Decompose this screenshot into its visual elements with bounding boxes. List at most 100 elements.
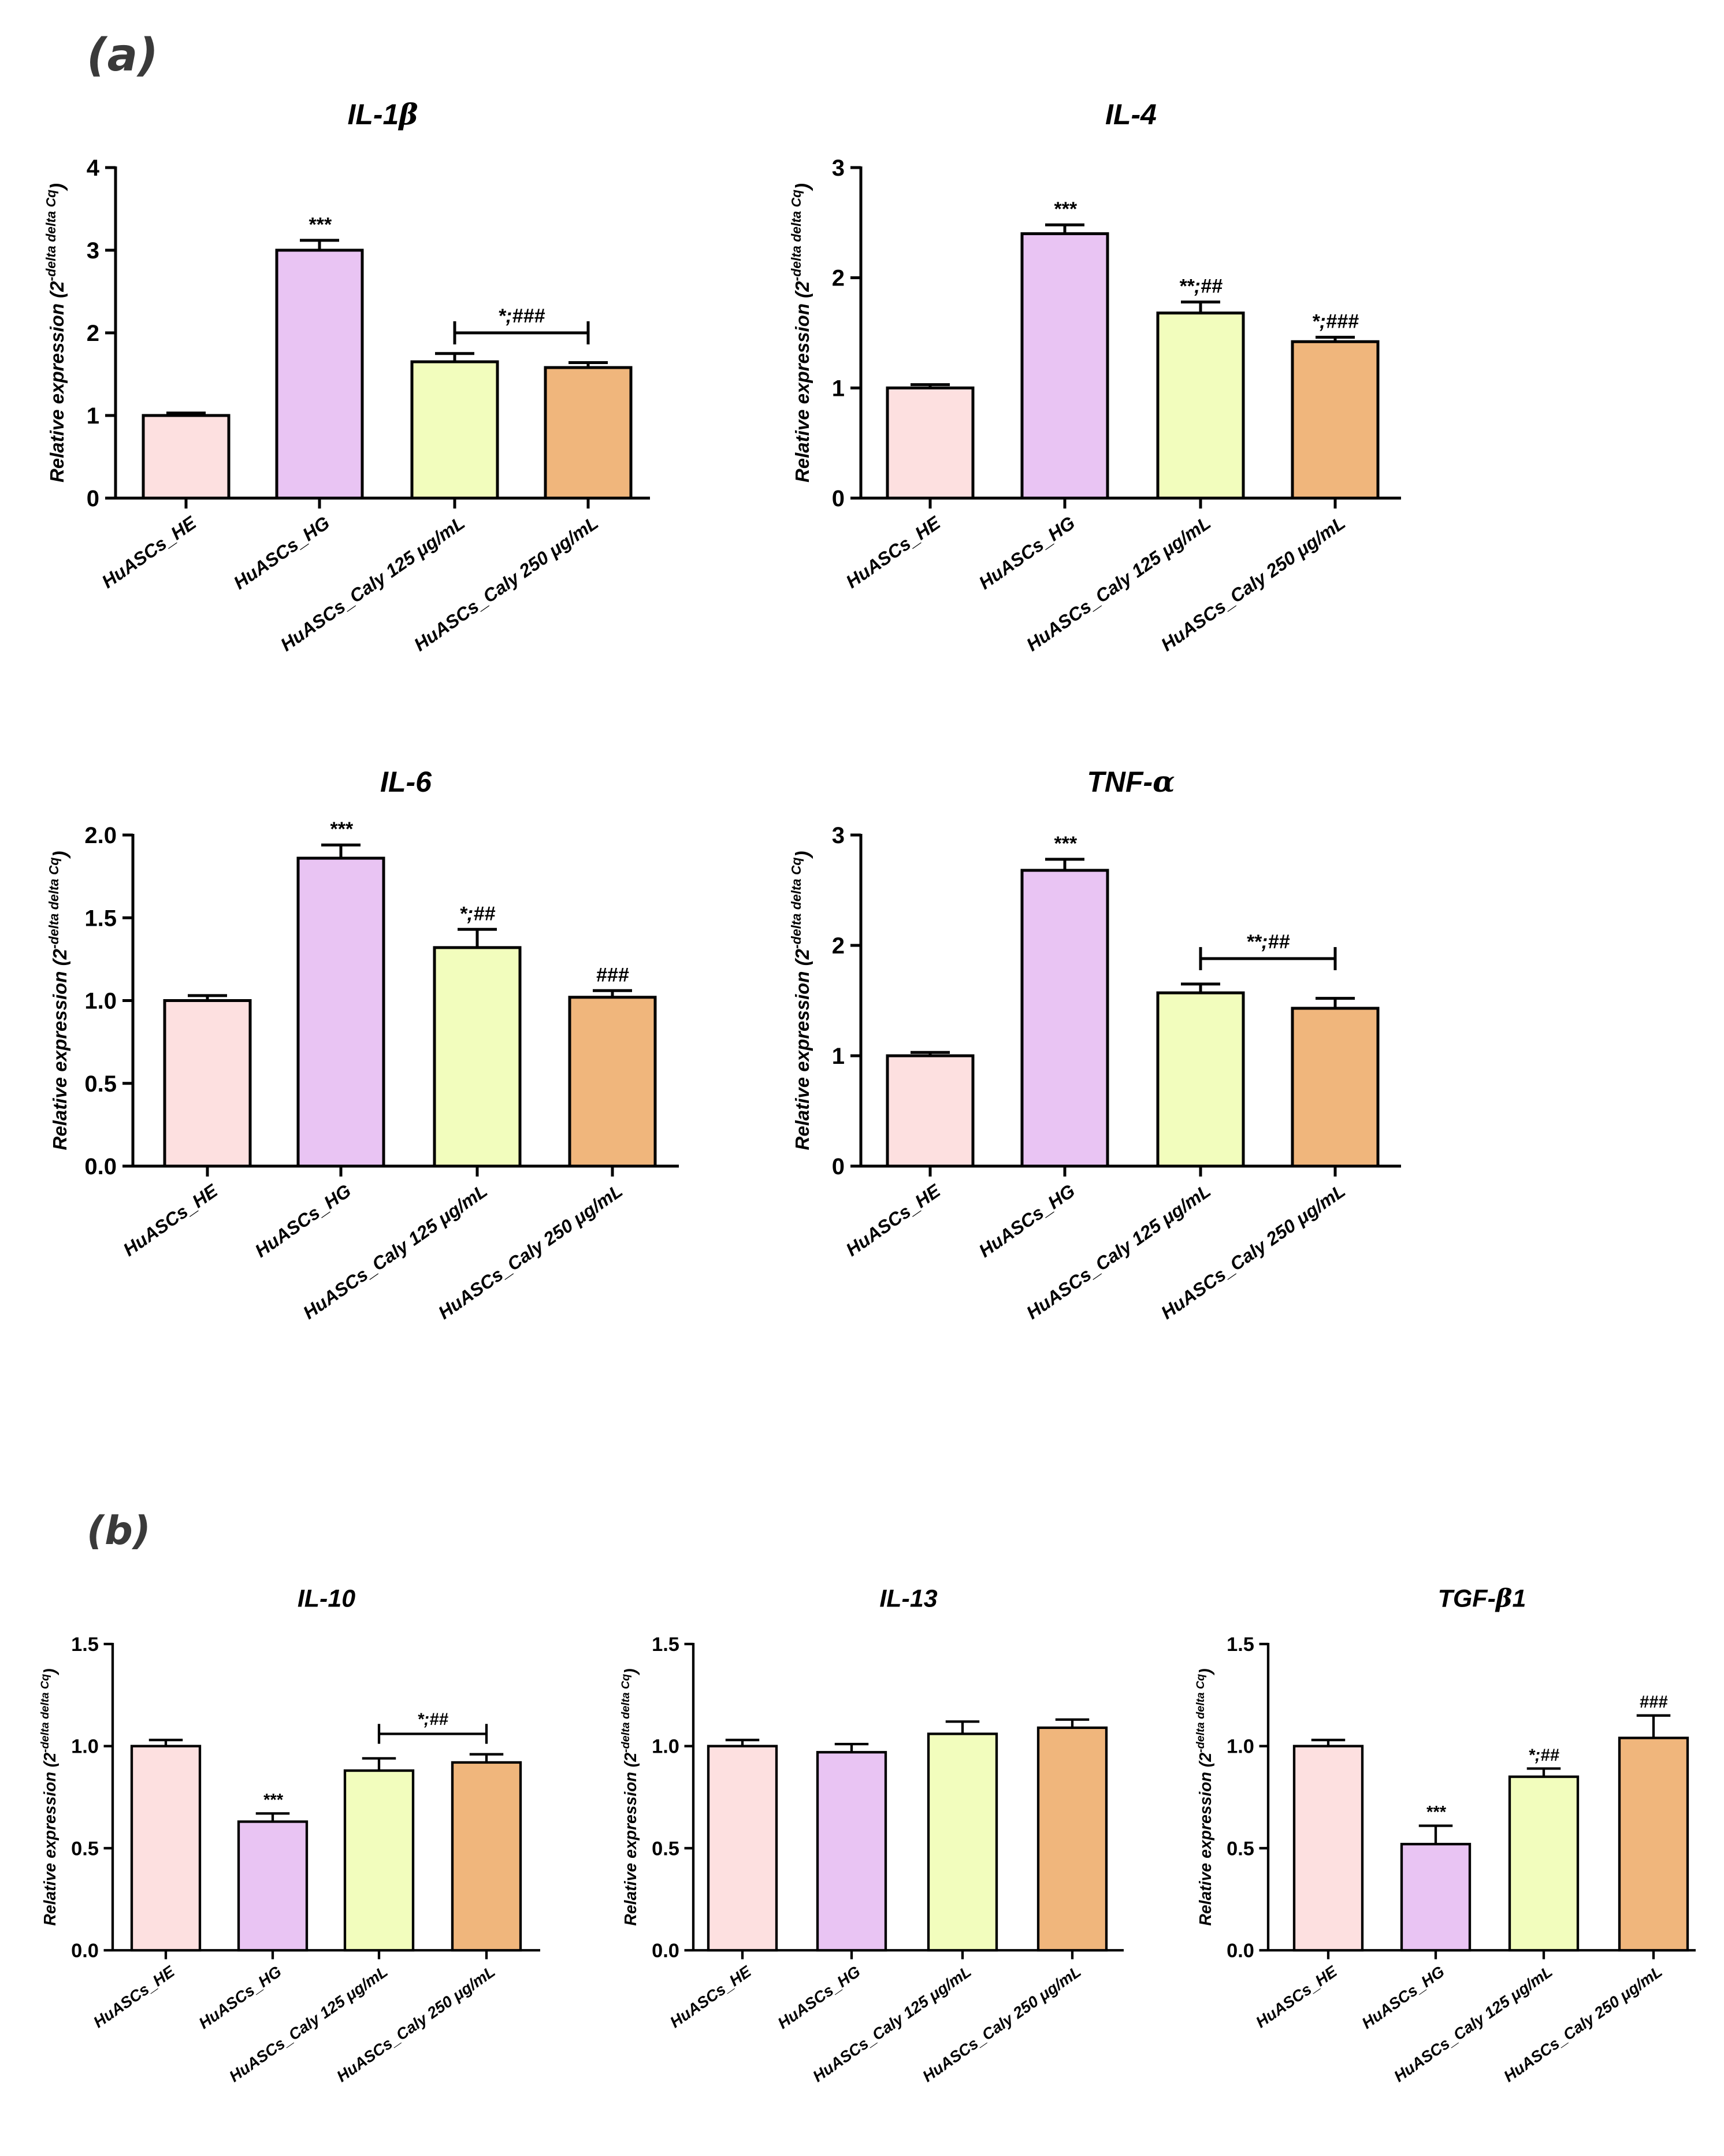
y-axis-title-end: ) <box>792 183 813 191</box>
y-axis-title-main: Relative expression (2 <box>792 948 813 1150</box>
y-tick-label: 4 <box>87 155 100 181</box>
bar <box>1292 1745 1364 1952</box>
y-tick-label: 1.0 <box>84 989 117 1014</box>
bar <box>707 1745 778 1952</box>
y-tick-label: 0.5 <box>84 1071 117 1097</box>
significance-label: *** <box>263 1791 284 1810</box>
chart-title: TGF-β1 <box>1438 1584 1526 1613</box>
y-tick-label: 0.5 <box>1227 1838 1254 1860</box>
bar <box>1020 869 1109 1168</box>
y-axis-title-main: Relative expression (2 <box>622 1753 640 1926</box>
chart-title-symbol: β <box>1495 1584 1513 1613</box>
bar <box>886 1054 975 1168</box>
bar <box>1291 1007 1380 1168</box>
y-axis-title-superscript: -delta delta Cq <box>43 190 58 281</box>
y-axis-title-superscript: -delta delta Cq <box>789 858 804 949</box>
significance-label: *** <box>308 214 332 236</box>
y-axis-title-superscript: -delta delta Cq <box>619 1674 632 1753</box>
y-axis-title-main: Relative expression (2 <box>792 281 813 483</box>
significance-label: *** <box>1053 833 1077 855</box>
bar <box>1508 1775 1580 1952</box>
panel-label-a: (a) <box>87 29 158 81</box>
y-tick-label: 0 <box>832 486 845 511</box>
bar <box>163 999 252 1168</box>
chart-title: TNF-α <box>1087 765 1175 799</box>
bar <box>1618 1736 1689 1952</box>
y-tick-label: 1 <box>87 403 99 429</box>
bar <box>130 1745 202 1952</box>
significance-label: *;### <box>1311 311 1358 333</box>
y-tick-label: 3 <box>832 823 845 848</box>
y-axis-title-end: ) <box>46 183 68 191</box>
significance-label: *** <box>329 818 353 840</box>
chart-title-symbol: β <box>397 97 418 131</box>
bracket-label: *;### <box>498 305 545 327</box>
y-axis-title-superscript: -delta delta Cq <box>46 858 61 949</box>
bracket-label: *;## <box>417 1710 448 1729</box>
y-tick-label: 0.0 <box>71 1940 99 1962</box>
chart-title-text: IL-1 <box>347 98 399 131</box>
bar <box>343 1769 415 1952</box>
bar <box>568 996 657 1168</box>
y-tick-label: 3 <box>87 238 99 264</box>
y-axis-title: Relative expression (2-delta delta Cq) <box>39 1668 60 1925</box>
y-tick-label: 1.0 <box>652 1736 679 1758</box>
chart-title-text: IL-10 <box>298 1585 355 1613</box>
significance-label: *** <box>1426 1804 1447 1822</box>
y-tick-label: 0.5 <box>71 1838 99 1860</box>
y-tick-label: 1.0 <box>1227 1736 1254 1758</box>
y-tick-label: 1.5 <box>1227 1634 1254 1656</box>
bar <box>1400 1843 1472 1952</box>
chart-title: IL-6 <box>380 766 432 798</box>
y-axis-title-superscript: -delta delta Cq <box>1194 1674 1207 1753</box>
y-tick-label: 3 <box>832 155 845 181</box>
y-tick-label: 1 <box>832 1044 845 1069</box>
y-tick-label: 0 <box>832 1154 845 1179</box>
bar <box>296 856 385 1168</box>
bar <box>237 1820 309 1952</box>
bar <box>1291 340 1380 500</box>
y-tick-label: 2 <box>87 321 99 346</box>
y-tick-label: 2 <box>832 933 845 959</box>
chart-title: IL-1β <box>347 97 418 131</box>
y-axis-title-main: Relative expression (2 <box>41 1753 60 1926</box>
y-axis-title-end: ) <box>1197 1668 1215 1675</box>
y-tick-label: 1.0 <box>71 1736 99 1758</box>
bar <box>1156 311 1245 500</box>
y-axis-title: Relative expression (2-delta delta Cq) <box>1194 1668 1215 1925</box>
panel-label-b: (b) <box>87 1508 151 1554</box>
chart-title-text: TGF- <box>1438 1585 1496 1613</box>
y-tick-label: 0.5 <box>652 1838 679 1860</box>
significance-label: ### <box>1640 1693 1669 1712</box>
y-tick-label: 0.0 <box>1227 1940 1254 1962</box>
bar <box>927 1732 998 1952</box>
y-axis-title: Relative expression (2-delta delta Cq) <box>619 1668 640 1925</box>
y-tick-label: 1.5 <box>652 1634 679 1656</box>
chart-title-text: IL-4 <box>1105 98 1157 131</box>
chart-title-symbol: α <box>1153 765 1175 799</box>
y-axis-title: Relative expression (2-delta delta Cq) <box>789 183 813 483</box>
bar <box>1156 991 1245 1168</box>
significance-label: *** <box>1053 198 1077 220</box>
bar <box>1036 1726 1108 1952</box>
y-tick-label: 1 <box>832 376 845 401</box>
chart-title-suffix: 1 <box>1512 1585 1526 1613</box>
y-tick-label: 2 <box>832 266 845 291</box>
bar <box>1020 232 1109 500</box>
chart-title-text: IL-6 <box>380 766 432 798</box>
bar <box>886 386 975 500</box>
bar <box>433 946 522 1168</box>
bracket-label: **;## <box>1246 931 1290 953</box>
chart-title-text: IL-13 <box>879 1585 937 1613</box>
y-axis-title-end: ) <box>622 1668 640 1675</box>
significance-label: **;## <box>1179 276 1223 298</box>
y-tick-label: 2.0 <box>84 823 117 848</box>
y-axis-title-main: Relative expression (2 <box>46 281 68 483</box>
chart-title: IL-13 <box>879 1585 937 1613</box>
y-tick-label: 0.0 <box>84 1154 117 1179</box>
y-tick-label: 0.0 <box>652 1940 679 1962</box>
y-axis-title-end: ) <box>49 851 70 859</box>
significance-label: *;## <box>1528 1746 1559 1765</box>
significance-label: ### <box>596 964 629 986</box>
